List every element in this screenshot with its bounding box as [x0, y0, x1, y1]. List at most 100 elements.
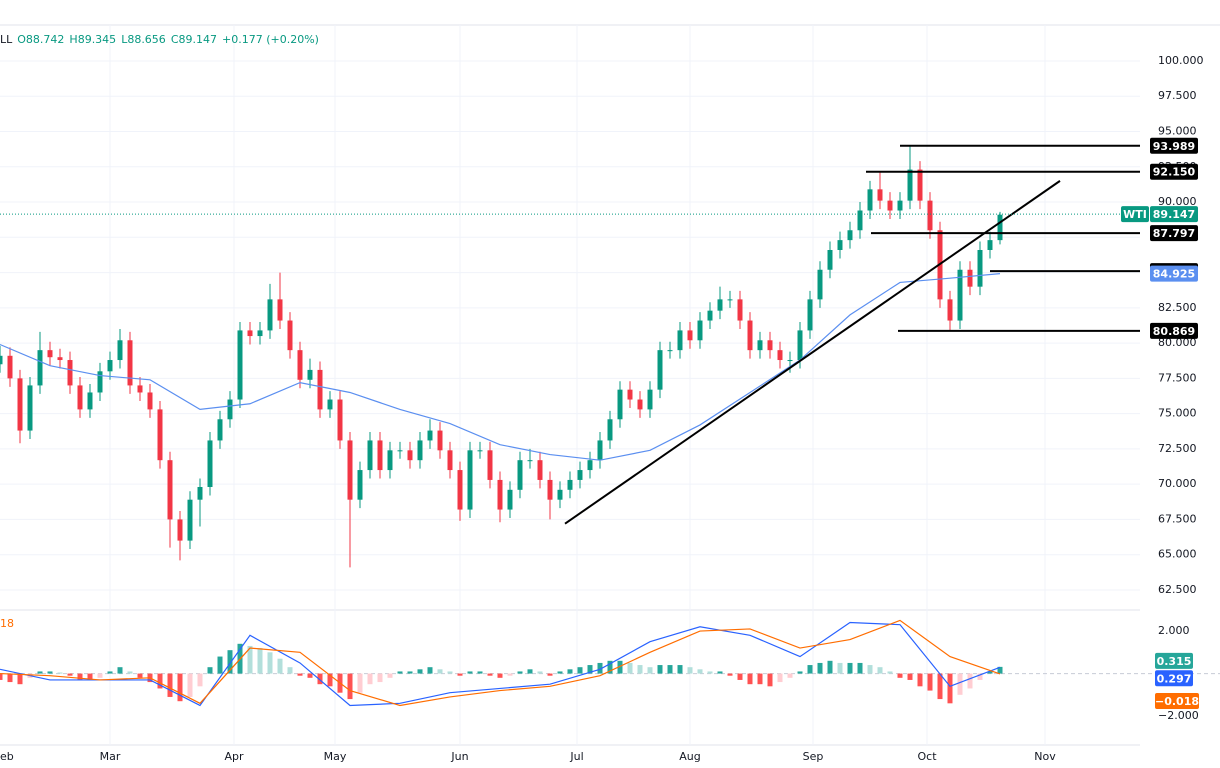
candle-body	[807, 299, 813, 331]
histogram-bar	[577, 667, 583, 674]
candle-body	[0, 355, 3, 365]
histogram-bar	[767, 673, 773, 687]
histogram-bar	[807, 665, 813, 674]
candle-body	[147, 392, 153, 410]
histogram-bar	[837, 662, 843, 674]
candle-body	[267, 299, 273, 331]
histogram-bar	[887, 671, 893, 674]
candle-body	[687, 330, 693, 341]
histogram-bar	[297, 673, 303, 676]
candle-body	[747, 320, 753, 351]
candle-body	[537, 460, 543, 480]
histogram-bar	[897, 673, 903, 678]
histogram-bar	[307, 673, 313, 678]
histogram-bar	[707, 671, 713, 674]
y-tick-label: 80.000	[1158, 336, 1197, 349]
histogram-bar	[327, 673, 333, 687]
price-tag-bg	[1150, 163, 1198, 180]
candle-body	[667, 350, 673, 352]
candle-body	[887, 200, 893, 211]
histogram-bar	[527, 669, 533, 674]
y-tick-label: 100.000	[1158, 54, 1204, 67]
y-tick-label: −2.000	[1158, 709, 1199, 722]
x-tick-label: Jun	[450, 750, 468, 763]
histogram-bar	[827, 660, 833, 674]
candle-body	[397, 450, 403, 452]
candle-body	[477, 450, 483, 452]
histogram-bar	[397, 671, 403, 674]
histogram-bar	[277, 658, 283, 674]
histogram-bar	[747, 673, 753, 685]
candle-body	[977, 250, 983, 287]
symbol: LL	[0, 33, 13, 46]
histogram-bar	[7, 673, 13, 683]
candle-body	[347, 440, 353, 500]
y-tick-label: 67.500	[1158, 512, 1197, 525]
open: O88.742	[17, 33, 65, 46]
histogram-bar	[157, 673, 163, 689]
histogram-bar	[757, 673, 763, 685]
candle-body	[277, 299, 283, 321]
indicator-label: 18	[0, 617, 14, 630]
histogram-bar	[457, 673, 463, 676]
histogram-bar	[17, 673, 23, 685]
histogram-bar	[247, 645, 253, 674]
candle-body	[497, 479, 503, 510]
histogram-bar	[857, 662, 863, 674]
histogram-bar	[267, 652, 273, 674]
histogram-bar	[437, 669, 443, 674]
price-tag-label: 87.797	[1153, 227, 1195, 240]
histogram-bar	[557, 671, 563, 674]
y-tick-label: 95.000	[1158, 125, 1197, 138]
candle-body	[357, 470, 363, 500]
candle-body	[527, 460, 533, 462]
candle-body	[57, 357, 63, 361]
candle-body	[437, 430, 443, 451]
histogram-bar	[667, 665, 673, 674]
candle-body	[647, 389, 653, 410]
candle-body	[427, 430, 433, 441]
y-tick-label: 62.500	[1158, 583, 1197, 596]
histogram-bar	[927, 673, 933, 691]
candle-body	[817, 269, 823, 300]
candle-body	[797, 330, 803, 361]
histogram-bar	[937, 673, 943, 700]
candle-body	[47, 350, 53, 358]
histogram-bar	[947, 673, 953, 704]
candle-body	[877, 189, 883, 201]
histogram-bar	[777, 673, 783, 683]
histogram-bar	[727, 673, 733, 676]
candle-body	[597, 440, 603, 461]
histogram-bar	[107, 671, 113, 674]
histogram-bar	[167, 673, 173, 697]
candle-body	[637, 399, 643, 410]
histogram-bar	[407, 671, 413, 674]
histogram-bar	[97, 673, 103, 678]
x-tick-label: Nov	[1034, 750, 1056, 763]
histogram-bar	[257, 648, 263, 674]
histogram-bar	[597, 662, 603, 674]
x-tick-label: eb	[0, 750, 14, 763]
histogram-bar	[367, 673, 373, 685]
price-tag-label: WTI	[1123, 208, 1147, 221]
candle-body	[127, 340, 133, 386]
candle-body	[447, 450, 453, 471]
candle-body	[697, 320, 703, 341]
histogram-bar	[217, 656, 223, 674]
price-tag-label: 0.297	[1157, 672, 1192, 685]
histogram-bar	[427, 667, 433, 674]
histogram-bar	[547, 673, 553, 676]
histogram-bar	[117, 667, 123, 674]
candle-body	[177, 519, 183, 541]
price-tag-bg	[1121, 206, 1149, 223]
moving-average	[0, 273, 1001, 461]
histogram-bar	[0, 673, 3, 680]
candle-body	[187, 499, 193, 541]
candle-body	[367, 440, 373, 471]
y-tick-label: 75.000	[1158, 407, 1197, 420]
histogram-bar	[57, 672, 63, 674]
y-tick-label: 70.000	[1158, 477, 1197, 490]
candle-body	[137, 385, 143, 393]
histogram-bar	[717, 671, 723, 674]
